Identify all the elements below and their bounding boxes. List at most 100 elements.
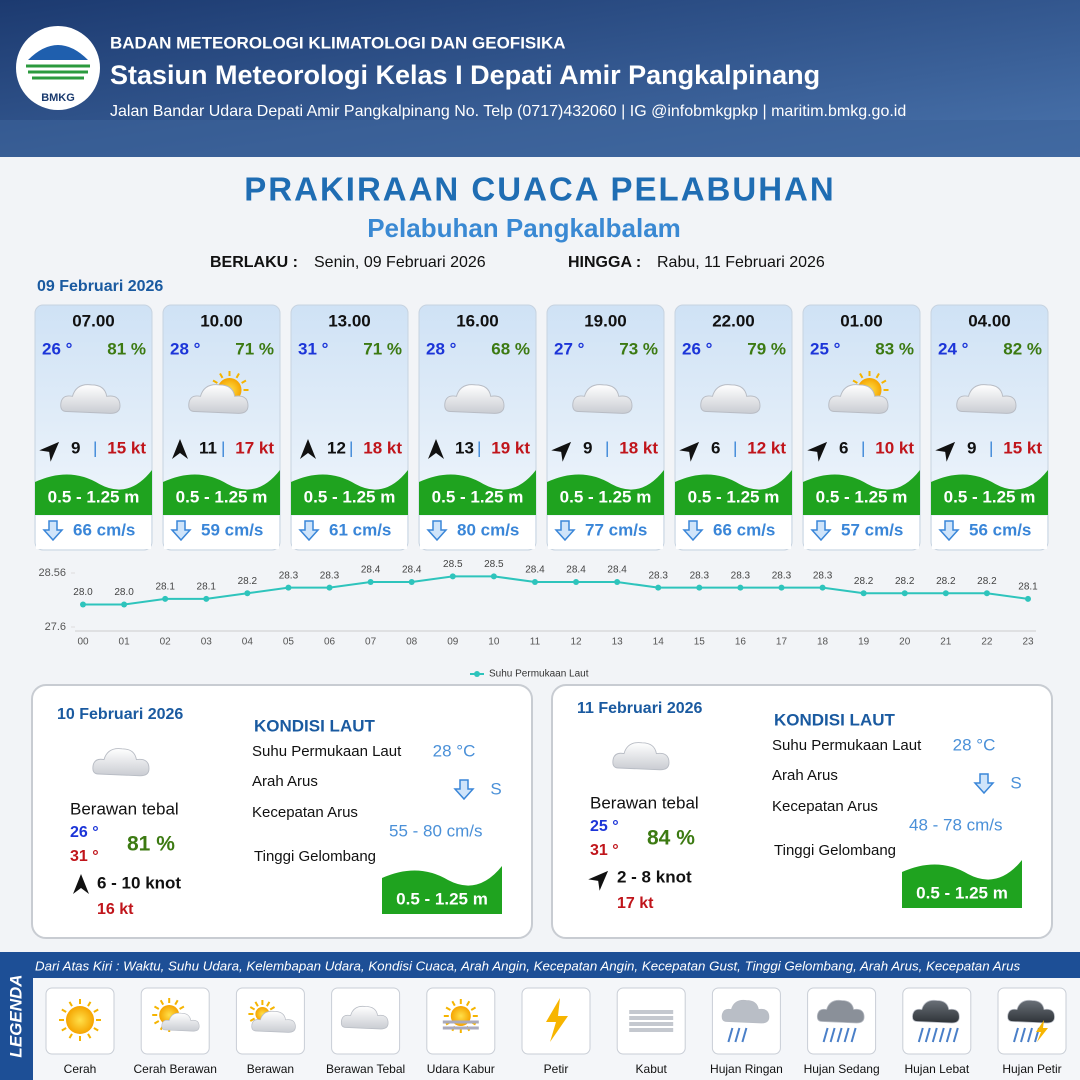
wave-shape: [931, 470, 1048, 515]
rain-line: [822, 1027, 829, 1043]
x-tick-label: 10: [488, 637, 500, 648]
time: 07.00: [72, 311, 115, 330]
wave: 0.5 - 1.25 m: [916, 883, 1008, 902]
sun-icon: [59, 999, 101, 1041]
cloud-icon: [828, 384, 889, 414]
sun-ray: [87, 1001, 92, 1007]
cloud-icon: [340, 1005, 389, 1030]
dir: S: [1010, 773, 1021, 792]
legend-item: Hujan Petir: [1002, 1062, 1061, 1076]
time: 13.00: [328, 311, 371, 330]
gust: 12 kt: [747, 438, 786, 457]
sst-label: 28.2: [895, 576, 915, 587]
legend-tile: [616, 987, 686, 1055]
time: 04.00: [968, 311, 1011, 330]
legend-item: Udara Kabur: [427, 1062, 495, 1076]
sun-ray: [859, 373, 864, 379]
to-label: HINGGA :: [568, 254, 641, 271]
x-tick-label: 11: [530, 637, 541, 648]
x-tick-label: 16: [735, 637, 747, 648]
x-tick-label: 07: [365, 637, 377, 648]
legend-item: Berawan Tebal: [326, 1062, 405, 1076]
time: 22.00: [712, 311, 755, 330]
air-temp: 26 °: [42, 339, 73, 358]
logo-lines: [26, 64, 90, 80]
sst-label: 28.4: [607, 565, 627, 576]
sst-label: 28.1: [197, 582, 217, 593]
speed-label: Kecepatan Arus: [252, 804, 358, 821]
org-name: BADAN METEOROLOGI KLIMATOLOGI DAN GEOFIS…: [110, 33, 566, 52]
separator: |: [93, 438, 97, 457]
sst-label: 28.1: [1018, 582, 1038, 593]
sst-label: 28.4: [566, 565, 586, 576]
air-temp: 28 °: [170, 339, 201, 358]
bolt: [1036, 1020, 1048, 1042]
wind-range: 6 - 10 knot: [97, 873, 181, 892]
y-tick-label: 28.56: [38, 567, 66, 579]
sst-point: [696, 584, 703, 591]
sun-disc: [66, 1006, 94, 1034]
sst-label: Suhu Permukaan Laut: [252, 743, 402, 760]
wave-label: Tinggi Gelombang: [774, 842, 896, 859]
wave-shape: [419, 470, 536, 515]
sea-title: KONDISI LAUT: [774, 710, 896, 729]
current-speed: 66 cm/s: [713, 520, 775, 539]
dir: S: [490, 779, 501, 798]
to: Rabu, 11 Februari 2026: [657, 254, 825, 271]
wave-height: 0.5 - 1.25 m: [304, 487, 396, 506]
rain-line: [1020, 1027, 1026, 1043]
sst-label: 28.2: [977, 576, 997, 587]
content: BMKG BADAN METEOROLOGI KLIMATOLOGI DAN GE…: [0, 33, 1080, 1080]
cloud-shape: [700, 384, 761, 414]
air-temp: 27 °: [554, 339, 585, 358]
sst-point: [655, 584, 662, 591]
rain-line: [952, 1027, 959, 1043]
sst-label: 28.2: [936, 576, 956, 587]
sst: 28 °C: [953, 735, 996, 754]
wind-arrow: [300, 439, 316, 459]
sun-ray: [241, 379, 247, 384]
sun-ray: [179, 1005, 185, 1010]
arrow-shape: [300, 439, 316, 459]
sun-ray: [465, 1000, 471, 1007]
humidity: 79 %: [747, 339, 786, 358]
title: PRAKIRAAN CUACA PELABUHAN: [244, 171, 835, 208]
sun-ray: [852, 379, 858, 384]
cloud-icon: [572, 384, 633, 414]
arrow-shape: [73, 874, 89, 894]
header-band: [0, 120, 1080, 157]
sst-label: 28.3: [731, 570, 751, 581]
sst-point: [367, 579, 374, 585]
cloud-shape: [1007, 999, 1055, 1024]
x-tick-label: 23: [1022, 637, 1034, 648]
sst-point: [408, 579, 415, 585]
cloud-shape: [956, 384, 1017, 414]
rain-line: [1013, 1027, 1019, 1043]
current-arrow: [973, 773, 995, 795]
cloud-icon: [816, 999, 865, 1024]
sst-label: 28.3: [813, 570, 833, 581]
wave-shape: [902, 860, 1022, 908]
sun-ray: [249, 1006, 256, 1011]
sst-point: [901, 590, 908, 597]
humidity: 68 %: [491, 339, 530, 358]
x-tick-label: 05: [283, 637, 295, 648]
sst-label: 28.4: [525, 565, 545, 576]
sst-label: 28.1: [155, 582, 175, 593]
wind-speed: 11: [199, 438, 217, 457]
air-temp: 24 °: [938, 339, 969, 358]
wind-speed: 9: [71, 438, 80, 457]
current-speed: 80 cm/s: [457, 520, 519, 539]
cloud-shape: [912, 999, 960, 1024]
logo: [16, 26, 100, 110]
wave-shape: [675, 470, 792, 515]
separator: |: [989, 438, 993, 457]
sst-label: 28.5: [443, 559, 463, 570]
sun-ray: [219, 373, 224, 379]
wave-height: 0.5 - 1.25 m: [560, 487, 652, 506]
sst-label: 28.3: [772, 570, 792, 581]
sun-ray: [266, 1001, 271, 1007]
arrow-shape: [428, 439, 444, 459]
wind-speed: 9: [583, 438, 592, 457]
speed-label: Kecepatan Arus: [772, 798, 878, 815]
